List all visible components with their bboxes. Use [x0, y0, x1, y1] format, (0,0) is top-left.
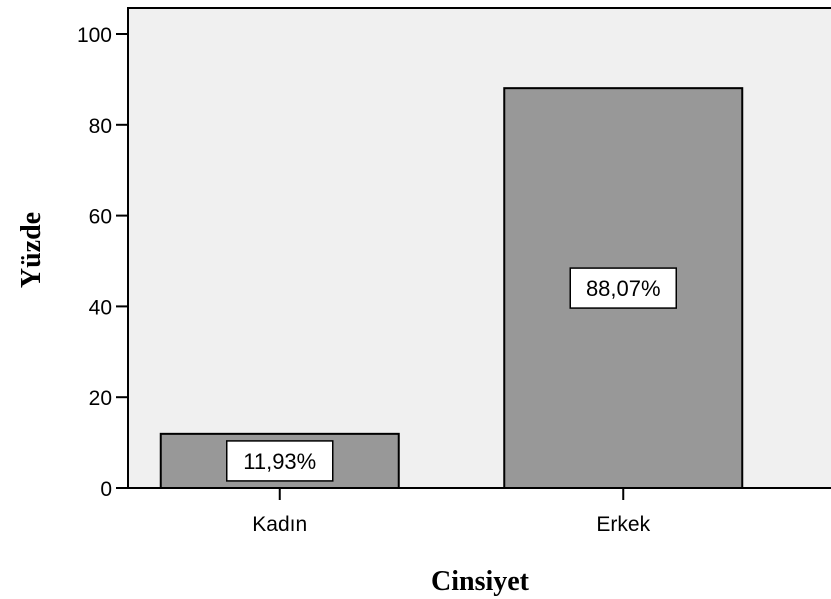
y-tick-label: 80 [89, 115, 112, 138]
x-tick-label: Kadın [252, 513, 307, 536]
data-label-box [226, 440, 334, 482]
y-axis-title: Yüzde [16, 212, 47, 288]
y-tick-label: 0 [100, 478, 112, 501]
x-axis-title: Cinsiyet [431, 566, 530, 597]
data-labels: 11,93% 88,07% [226, 267, 677, 482]
data-label: 11,93% [243, 449, 316, 474]
y-tick-label: 100 [77, 24, 112, 47]
data-label-box [569, 267, 677, 309]
y-tick-label: 60 [89, 206, 112, 229]
y-tick-label: 40 [89, 296, 112, 319]
x-axis: Kadın Erkek [128, 487, 831, 536]
data-label: 88,07% [586, 276, 661, 301]
y-axis: 0 20 40 60 80 100 [77, 8, 129, 501]
y-tick-label: 20 [89, 387, 112, 410]
x-tick-label: Erkek [596, 513, 650, 536]
